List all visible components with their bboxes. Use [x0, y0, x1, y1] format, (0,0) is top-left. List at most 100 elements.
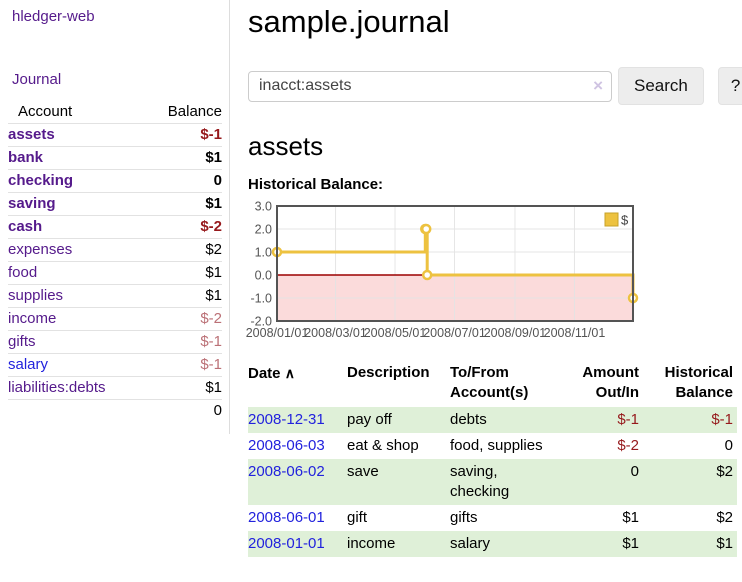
account-link-supplies[interactable]: supplies: [8, 287, 64, 304]
account-row: income $-2: [8, 307, 222, 331]
account-heading: assets: [248, 131, 324, 161]
transaction-date-link[interactable]: 2008-06-01: [248, 509, 325, 526]
account-row: assets $-1: [8, 123, 222, 147]
help-button[interactable]: ?: [717, 67, 742, 105]
brand-link[interactable]: hledger-web: [12, 8, 95, 25]
transaction-description: eat & shop: [347, 437, 419, 454]
account-row: expenses $2: [8, 238, 222, 262]
app-layout: hledger-web Journal Account Balance asse…: [0, 0, 742, 557]
transaction-balance: $-1: [711, 411, 733, 428]
accounts-total-value: 0: [213, 402, 222, 419]
account-link-checking[interactable]: checking: [8, 172, 74, 189]
account-row: cash $-2: [8, 215, 222, 239]
account-balance: $1: [205, 264, 222, 281]
x-axis-tick: 2008/11/01: [544, 326, 606, 340]
account-link-liabilities-debts[interactable]: liabilities:debts: [8, 379, 106, 396]
register-row: 2008-12-31 pay off debts $-1 $-1: [248, 407, 737, 433]
clear-search-icon[interactable]: ×: [593, 75, 603, 95]
account-row: checking 0: [8, 169, 222, 193]
transaction-balance: 0: [724, 437, 733, 454]
chart-legend: $: [604, 212, 629, 228]
transaction-amount: $-2: [617, 437, 639, 454]
transaction-description: save: [347, 463, 379, 480]
accounts-total-row: 0: [8, 399, 222, 423]
account-balance: $1: [205, 195, 222, 212]
transaction-balance: $1: [716, 535, 733, 552]
historical-balance-chart: 3.0 2.0 1.0 0.0 -1.0 -2.0 2008/01/01 2008/03/01…: [246, 199, 742, 345]
account-balance: $1: [205, 287, 222, 304]
column-header-accounts: To/From Account(s): [450, 364, 529, 401]
search-button[interactable]: Search: [618, 67, 704, 105]
account-balance: 0: [213, 172, 222, 189]
account-link-income[interactable]: income: [8, 310, 57, 327]
transaction-date-link[interactable]: 2008-06-03: [248, 437, 325, 454]
account-link-bank[interactable]: bank: [8, 149, 44, 166]
register-row: 2008-06-02 save saving, checking 0 $2: [248, 459, 737, 505]
account-link-gifts[interactable]: gifts: [8, 333, 36, 350]
column-header-description: Description: [347, 364, 430, 381]
register-row: 2008-01-01 income salary $1 $1: [248, 531, 737, 557]
sidebar-item-journal[interactable]: Journal: [12, 71, 62, 88]
account-row: gifts $-1: [8, 330, 222, 354]
account-link-assets[interactable]: assets: [8, 126, 55, 143]
register-row: 2008-06-01 gift gifts $1 $2: [248, 505, 737, 531]
search-input[interactable]: [248, 70, 612, 102]
account-row: bank $1: [8, 146, 222, 170]
transaction-accounts: saving, checking: [450, 463, 510, 500]
account-balance: $-1: [200, 126, 222, 143]
x-axis-tick: 2008/05/01: [364, 326, 427, 340]
account-balance: $-2: [200, 310, 222, 327]
page-title: sample.journal: [248, 4, 450, 39]
accounts-header-balance: Balance: [167, 103, 222, 120]
search-form: × Search ?: [248, 67, 742, 105]
sort-asc-icon: ∧: [284, 365, 295, 381]
transaction-date-link[interactable]: 2008-01-01: [248, 535, 325, 552]
account-row: saving $1: [8, 192, 222, 216]
account-balance: $-1: [200, 333, 222, 350]
column-header-date[interactable]: Date ∧: [248, 361, 347, 407]
transaction-date-link[interactable]: 2008-06-02: [248, 463, 325, 480]
accounts-header-account: Account: [18, 103, 73, 120]
y-axis-tick: 0.0: [255, 269, 272, 283]
x-axis-tick: 2008/09/01: [484, 326, 547, 340]
account-balance: $2: [205, 241, 222, 258]
transaction-accounts: food, supplies: [450, 437, 543, 454]
transaction-balance: $2: [716, 509, 733, 526]
account-balance: $-1: [200, 356, 222, 373]
account-balance: $1: [205, 149, 222, 166]
x-axis-tick: 2008/01/01: [246, 326, 309, 340]
chart-title: Historical Balance:: [248, 176, 384, 193]
transaction-amount: $1: [622, 509, 639, 526]
accounts-header-row: Account Balance: [8, 101, 222, 124]
account-balance: $1: [205, 379, 222, 396]
account-link-expenses[interactable]: expenses: [8, 241, 73, 258]
transaction-description: income: [347, 535, 396, 552]
account-link-salary[interactable]: salary: [8, 356, 49, 373]
y-axis-tick: -2.0: [250, 315, 272, 329]
account-link-food[interactable]: food: [8, 264, 38, 281]
account-link-cash[interactable]: cash: [8, 218, 43, 235]
y-axis-tick: 3.0: [255, 200, 272, 214]
transaction-amount: $1: [622, 535, 639, 552]
transaction-amount: 0: [630, 463, 639, 480]
transaction-balance: $2: [716, 463, 733, 480]
x-axis-tick: 2008/03/01: [304, 326, 367, 340]
account-link-saving[interactable]: saving: [8, 195, 56, 212]
column-header-date-label: Date: [248, 365, 281, 382]
transaction-accounts: salary: [450, 535, 491, 552]
x-axis-tick: 2008/07/01: [423, 326, 486, 340]
y-axis-tick: 1.0: [255, 246, 272, 260]
sidebar: hledger-web Journal Account Balance asse…: [0, 0, 230, 434]
column-header-amount: Amount Out/In: [582, 364, 639, 401]
accounts-table: Account Balance assets $-1 bank $1 checking 0…: [8, 101, 222, 422]
transaction-accounts: gifts: [450, 509, 478, 526]
transaction-accounts: debts: [450, 411, 487, 428]
account-balance: $-2: [200, 218, 222, 235]
transaction-description: gift: [347, 509, 368, 526]
register-header-row: Date ∧ Description To/From Account(s) Am…: [248, 361, 737, 407]
transaction-amount: $-1: [617, 411, 639, 428]
y-axis-tick: -1.0: [250, 292, 272, 306]
account-row: salary $-1: [8, 353, 222, 377]
transaction-date-link[interactable]: 2008-12-31: [248, 411, 325, 428]
register-row: 2008-06-03 eat & shop food, supplies $-2 0: [248, 433, 737, 459]
